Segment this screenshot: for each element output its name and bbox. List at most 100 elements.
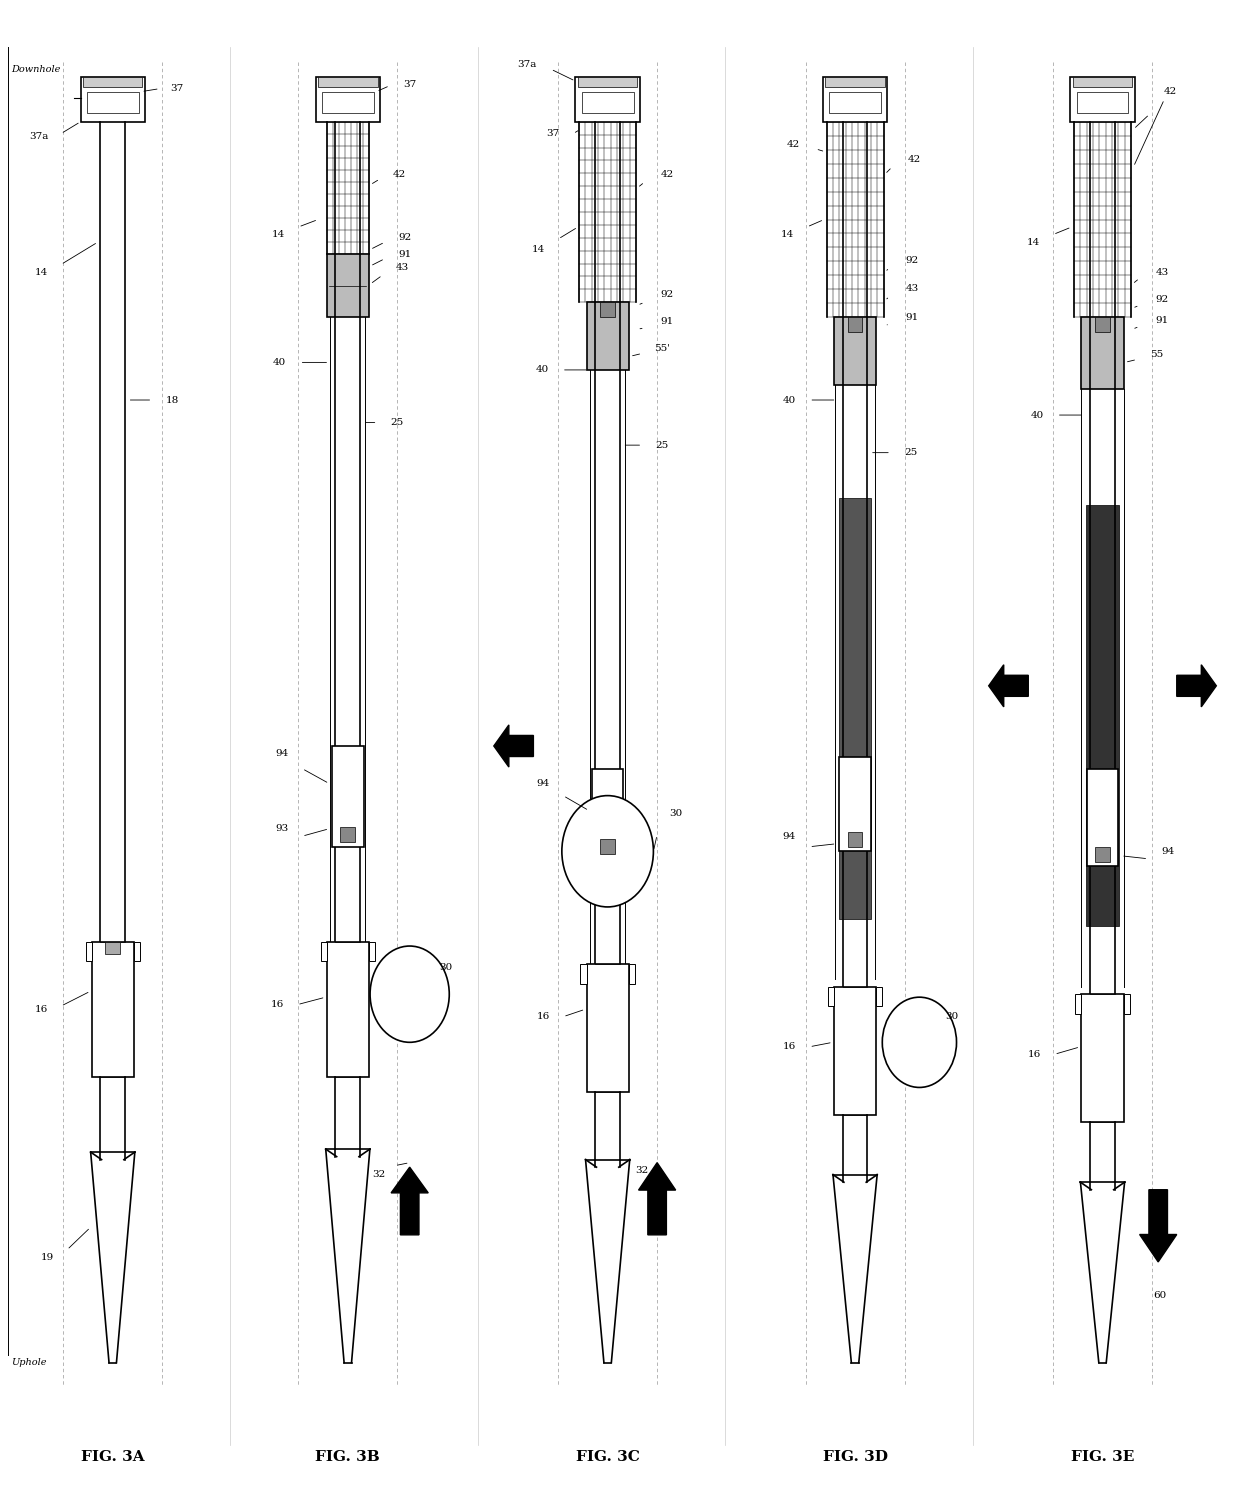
Bar — [575, 77, 640, 122]
Bar — [341, 827, 355, 842]
Bar — [600, 303, 615, 318]
Bar — [1076, 92, 1128, 113]
Text: 92: 92 — [905, 256, 919, 265]
Bar — [835, 987, 877, 1115]
Bar — [327, 255, 368, 318]
Text: 42: 42 — [1164, 87, 1177, 96]
Text: 30: 30 — [945, 1013, 959, 1022]
Bar — [134, 942, 140, 961]
Text: FIG. 3A: FIG. 3A — [81, 1450, 145, 1465]
Bar — [823, 77, 888, 122]
Bar — [105, 942, 120, 954]
Text: 92: 92 — [1156, 295, 1168, 304]
Circle shape — [562, 796, 653, 907]
Text: 91: 91 — [905, 313, 919, 322]
FancyArrow shape — [639, 1162, 676, 1234]
Text: 40: 40 — [782, 395, 796, 404]
Text: 91: 91 — [398, 250, 412, 259]
Bar — [828, 987, 835, 1007]
Text: 92: 92 — [398, 234, 412, 243]
Text: 25: 25 — [904, 448, 918, 457]
Text: Uphole: Uphole — [11, 1358, 47, 1367]
Text: 32: 32 — [636, 1166, 649, 1174]
FancyArrow shape — [988, 665, 1028, 707]
Text: 18: 18 — [165, 395, 179, 404]
Bar — [1081, 995, 1123, 1123]
Text: 14: 14 — [532, 246, 544, 255]
Text: FIG. 3C: FIG. 3C — [575, 1450, 640, 1465]
Circle shape — [883, 998, 956, 1088]
Text: 42: 42 — [661, 170, 673, 179]
Text: 16: 16 — [537, 1013, 549, 1022]
Bar — [1073, 77, 1132, 87]
Text: FIG. 3D: FIG. 3D — [822, 1450, 888, 1465]
Bar — [86, 942, 92, 961]
Bar — [826, 77, 885, 87]
Text: 32: 32 — [372, 1169, 386, 1178]
Text: 37: 37 — [170, 84, 184, 93]
Bar — [582, 92, 634, 113]
Text: 16: 16 — [782, 1043, 796, 1052]
Bar — [835, 318, 877, 384]
Circle shape — [370, 946, 449, 1043]
Bar — [580, 964, 587, 984]
Bar — [87, 92, 139, 113]
Text: 94: 94 — [1162, 847, 1174, 856]
Text: 55': 55' — [653, 345, 670, 353]
Text: 43: 43 — [1156, 268, 1168, 277]
Text: 60: 60 — [1153, 1290, 1166, 1299]
Text: 43: 43 — [396, 264, 409, 273]
Bar — [848, 318, 863, 333]
Bar — [1086, 769, 1118, 867]
Text: 94: 94 — [275, 749, 289, 758]
FancyArrow shape — [494, 725, 533, 767]
Bar — [92, 942, 134, 1078]
Text: 42: 42 — [908, 155, 921, 164]
Text: FIG. 3B: FIG. 3B — [315, 1450, 381, 1465]
Text: 14: 14 — [780, 231, 794, 240]
Bar — [591, 769, 624, 859]
Bar — [1070, 77, 1135, 122]
Text: 16: 16 — [270, 1001, 284, 1010]
Bar — [81, 77, 145, 122]
Text: 42: 42 — [786, 140, 800, 149]
Text: 37a: 37a — [517, 60, 537, 69]
Text: 94: 94 — [537, 779, 549, 788]
Text: 37: 37 — [547, 130, 559, 139]
Text: 43: 43 — [905, 285, 919, 294]
Bar — [83, 77, 143, 87]
Bar — [327, 942, 368, 1078]
Bar — [587, 303, 629, 369]
Text: 14: 14 — [1027, 238, 1040, 247]
Text: 40: 40 — [536, 365, 548, 374]
FancyArrow shape — [1177, 665, 1216, 707]
Bar — [1081, 318, 1123, 389]
Text: Downhole: Downhole — [11, 65, 61, 74]
Text: 30: 30 — [670, 809, 682, 818]
Bar — [578, 77, 637, 87]
Bar — [877, 987, 883, 1007]
Bar — [1095, 847, 1110, 862]
Text: 16: 16 — [1028, 1050, 1042, 1059]
Bar — [830, 92, 882, 113]
Bar — [1086, 505, 1118, 927]
Text: 91: 91 — [1156, 316, 1168, 326]
Text: 30: 30 — [439, 963, 453, 972]
Bar — [368, 942, 374, 961]
Text: 25: 25 — [391, 417, 404, 426]
Text: 14: 14 — [35, 268, 47, 277]
Bar — [839, 757, 870, 851]
Text: 94: 94 — [782, 832, 796, 841]
Bar — [332, 746, 363, 847]
Bar — [316, 77, 379, 122]
Text: 37: 37 — [403, 80, 417, 89]
Text: 42: 42 — [393, 170, 407, 179]
Bar — [629, 964, 635, 984]
Text: 40: 40 — [273, 357, 286, 366]
Text: 16: 16 — [35, 1005, 47, 1014]
Bar — [1075, 995, 1081, 1014]
Bar — [322, 92, 373, 113]
Bar — [321, 942, 327, 961]
Text: 55: 55 — [1151, 351, 1163, 359]
Text: 25: 25 — [656, 440, 668, 449]
